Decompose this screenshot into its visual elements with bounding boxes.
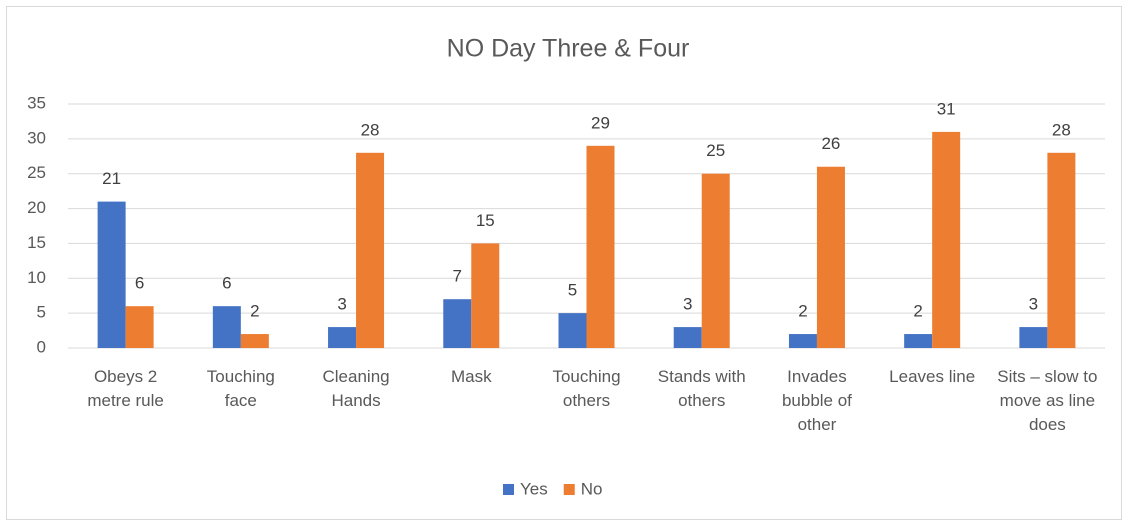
bar	[443, 299, 472, 348]
x-tick-label-line: others	[563, 391, 610, 410]
legend-swatch	[503, 484, 514, 495]
bar	[240, 334, 269, 348]
x-tick-label: Stands with others	[658, 367, 746, 410]
x-tick-label-line: others	[678, 391, 725, 410]
data-label: 29	[591, 113, 610, 132]
x-tick-label-line: other	[798, 415, 837, 434]
x-tick-label-line: Leaves line	[889, 367, 975, 386]
y-tick-label: 15	[27, 233, 46, 252]
x-tick-label: Obeys 2 metre rule	[87, 367, 164, 410]
bar	[125, 306, 154, 348]
x-tick-label-line: Hands	[331, 391, 380, 410]
data-label: 28	[361, 120, 380, 139]
x-tick-label-line: bubble of	[782, 391, 852, 410]
legend-label: Yes	[520, 479, 548, 498]
data-label: 25	[706, 141, 725, 160]
data-label: 6	[135, 274, 144, 293]
x-tick-label: Leaves line	[889, 367, 975, 386]
y-tick-label: 5	[37, 303, 46, 322]
bar	[701, 173, 730, 348]
bar	[788, 334, 817, 348]
data-label: 2	[913, 302, 922, 321]
bar	[212, 306, 241, 348]
bar	[1019, 327, 1048, 348]
data-label: 21	[102, 169, 121, 188]
data-label: 3	[1029, 295, 1038, 314]
x-tick-label-line: Mask	[451, 367, 492, 386]
x-tick-label-line: does	[1029, 415, 1066, 434]
bar	[816, 166, 845, 348]
data-label: 6	[222, 274, 231, 293]
y-tick-label: 30	[27, 128, 46, 147]
bar	[1047, 152, 1076, 348]
x-tick-label: Sits – slow to move as line does	[997, 367, 1097, 434]
legend-swatch	[563, 484, 575, 495]
y-tick-label: 10	[27, 268, 46, 287]
x-tick-label-line: Stands with	[658, 367, 746, 386]
x-tick-label: Touching others	[552, 367, 620, 410]
data-label: 28	[1052, 120, 1071, 139]
data-label: 3	[683, 295, 692, 314]
legend: Yes No	[503, 479, 602, 498]
bar	[558, 313, 587, 348]
x-tick-label-line: metre rule	[87, 391, 164, 410]
data-label: 7	[453, 267, 462, 286]
x-tick-label-line: Touching	[552, 367, 620, 386]
data-label: 2	[250, 302, 259, 321]
x-tick-label-line: Touching	[207, 367, 275, 386]
bar	[328, 327, 357, 348]
y-tick-label: 0	[37, 337, 46, 356]
y-tick-label: 25	[27, 163, 46, 182]
y-tick-label: 35	[27, 93, 46, 112]
x-tick-label-line: face	[225, 391, 257, 410]
bar	[356, 152, 385, 348]
x-tick-label: Invades bubble of other	[782, 367, 852, 434]
x-tick-label: Cleaning Hands	[323, 367, 390, 410]
bar	[932, 131, 961, 348]
chart-title: NO Day Three & Four	[447, 35, 690, 63]
data-label: 31	[937, 99, 956, 118]
legend-label: No	[581, 479, 603, 498]
x-tick-label-line: Invades	[787, 367, 847, 386]
x-tick-label-line: Sits – slow to	[997, 367, 1097, 386]
data-label: 5	[568, 281, 577, 300]
bar	[673, 327, 702, 348]
y-tick-label: 20	[27, 198, 46, 217]
data-label: 15	[476, 211, 495, 230]
x-tick-label-line: Obeys 2	[94, 367, 157, 386]
data-label: 26	[821, 134, 840, 153]
x-tick-label-line: Cleaning	[323, 367, 390, 386]
x-tick-label-line: move as line	[1000, 391, 1095, 410]
bar	[97, 201, 126, 348]
bar	[904, 334, 933, 348]
bar	[471, 243, 500, 348]
x-tick-label: Touching face	[207, 367, 275, 410]
data-label: 3	[337, 295, 346, 314]
x-tick-label: Mask	[451, 367, 492, 386]
bar	[586, 145, 615, 348]
data-label: 2	[798, 302, 807, 321]
